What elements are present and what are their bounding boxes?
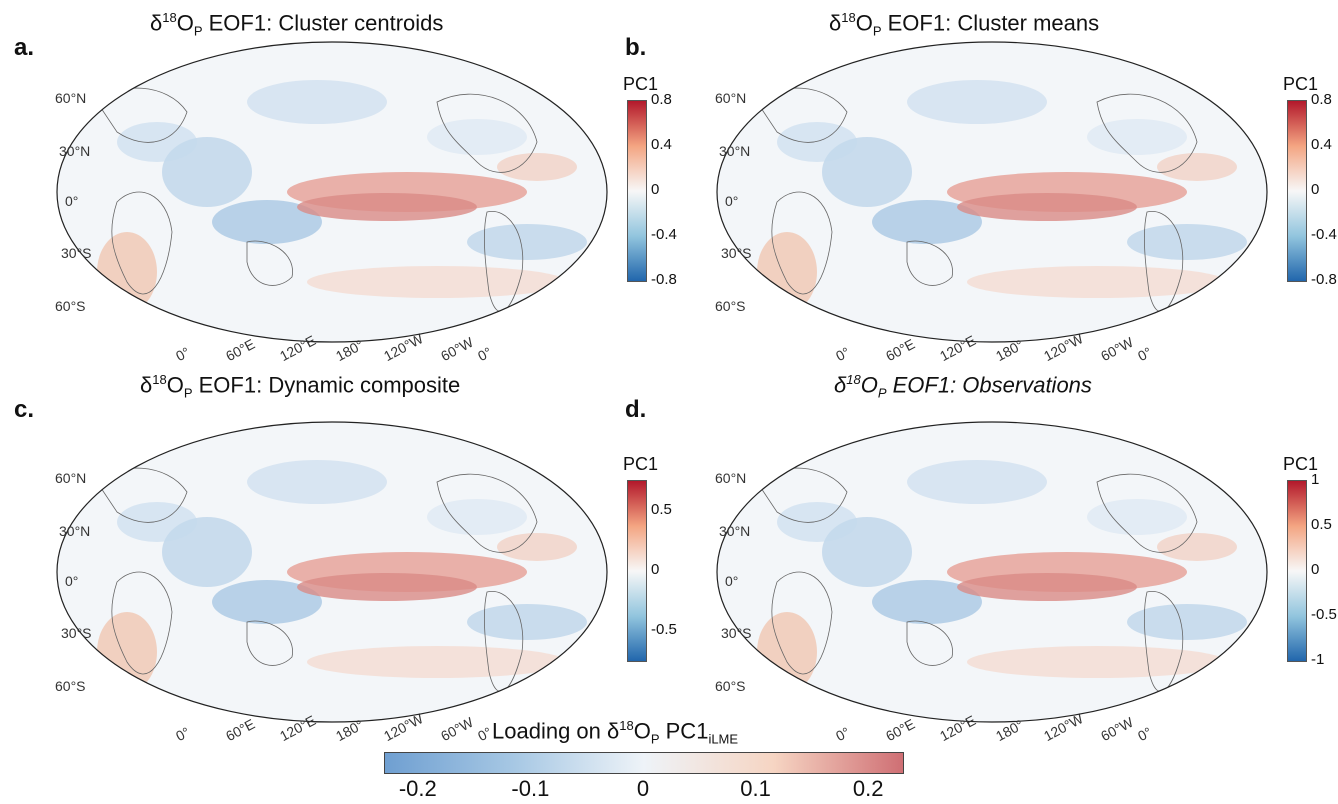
panel-d: d. δ18OP EOF1: Observations	[625, 372, 1338, 750]
pc1-tick-label: 0	[651, 181, 660, 198]
pc1-tick-label: 0.4	[1311, 136, 1332, 153]
pc1-tick-label: -0.5	[1311, 606, 1337, 623]
pc1-tick-label: 0.5	[651, 501, 672, 518]
panel-c: c. δ18OP EOF1: Dynamic composite	[0, 372, 669, 750]
pc1-colorbar	[627, 480, 647, 662]
pc1-tick-label: 0.8	[1311, 91, 1332, 108]
latitude-label: 60°S	[715, 678, 746, 694]
pc1-tick-label: 1	[1311, 471, 1320, 488]
pc1-colorbar-title: PC1	[1283, 74, 1319, 94]
pc1-tick-label: -0.5	[651, 621, 677, 638]
robinson-map	[716, 421, 1268, 723]
pc1-colorbar	[1287, 100, 1307, 282]
latitude-label: 30°N	[719, 523, 751, 539]
latitude-label: 30°N	[59, 143, 91, 159]
panel-title: δ18OP EOF1: Cluster means	[829, 10, 1100, 39]
latitude-label: 60°N	[55, 470, 87, 486]
latitude-label: 30°N	[719, 143, 751, 159]
pc1-colorbar-title: PC1	[623, 74, 659, 94]
latitude-label: 30°N	[59, 523, 91, 539]
robinson-map	[56, 421, 608, 723]
latitude-label: 0°	[65, 193, 79, 209]
robinson-map	[56, 41, 608, 343]
loading-colorbar	[384, 752, 904, 774]
pc1-colorbar	[627, 100, 647, 282]
colorbar-tick-label: -0.1	[511, 776, 550, 801]
robinson-map	[716, 41, 1268, 343]
latitude-label: 30°S	[721, 625, 752, 641]
latitude-label: 60°N	[55, 90, 87, 106]
panel-b: b. δ18OP EOF1: Cluster means	[625, 0, 1338, 370]
latitude-label: 60°N	[715, 470, 747, 486]
latitude-label: 60°S	[715, 298, 746, 314]
latitude-label: 60°S	[55, 298, 86, 314]
pc1-colorbar-title: PC1	[1283, 454, 1319, 474]
colorbar-title: Loading on δ18OP PC1iLME	[492, 718, 739, 747]
pc1-tick-label: -0.8	[651, 271, 677, 288]
pc1-tick-label: 0.4	[651, 136, 672, 153]
latitude-label: 30°S	[61, 625, 92, 641]
colorbar-tick-label: 0.1	[740, 776, 771, 801]
panel-letter: b.	[625, 34, 647, 61]
latitude-label: 0°	[65, 573, 79, 589]
latitude-label: 60°S	[55, 678, 86, 694]
colorbar-tick-label: 0	[636, 776, 650, 801]
pc1-tick-label: 0	[651, 561, 660, 578]
panel-letter: d.	[625, 396, 647, 423]
panel-a: a. δ18OP EOF1: Cluster centroids	[0, 0, 669, 370]
latitude-label: 30°S	[721, 245, 752, 261]
latitude-label: 30°S	[61, 245, 92, 261]
pc1-colorbar-title: PC1	[623, 454, 659, 474]
pc1-tick-label: 0	[1311, 181, 1320, 198]
pc1-tick-label: -0.8	[1311, 271, 1337, 288]
panel-title: δ18OP EOF1: Dynamic composite	[140, 372, 461, 401]
pc1-tick-label: -0.4	[1311, 226, 1337, 243]
panel-letter: a.	[14, 34, 35, 61]
panel-title: δ18OP EOF1: Observations	[834, 372, 1092, 401]
pc1-tick-label: -1	[1311, 651, 1325, 668]
pc1-tick-label: 0.5	[1311, 516, 1332, 533]
pc1-tick-label: 0.8	[651, 91, 672, 108]
pc1-tick-label: 0	[1311, 561, 1320, 578]
pc1-tick-label: -0.4	[651, 226, 677, 243]
colorbar-tick-label: 0.2	[852, 776, 884, 801]
latitude-label: 0°	[725, 193, 739, 209]
latitude-label: 0°	[725, 573, 739, 589]
latitude-label: 60°N	[715, 90, 747, 106]
panel-letter: c.	[14, 396, 35, 423]
pc1-colorbar	[1287, 480, 1307, 662]
colorbar-tick-label: -0.2	[398, 776, 437, 801]
panel-title: δ18OP EOF1: Cluster centroids	[150, 10, 444, 39]
